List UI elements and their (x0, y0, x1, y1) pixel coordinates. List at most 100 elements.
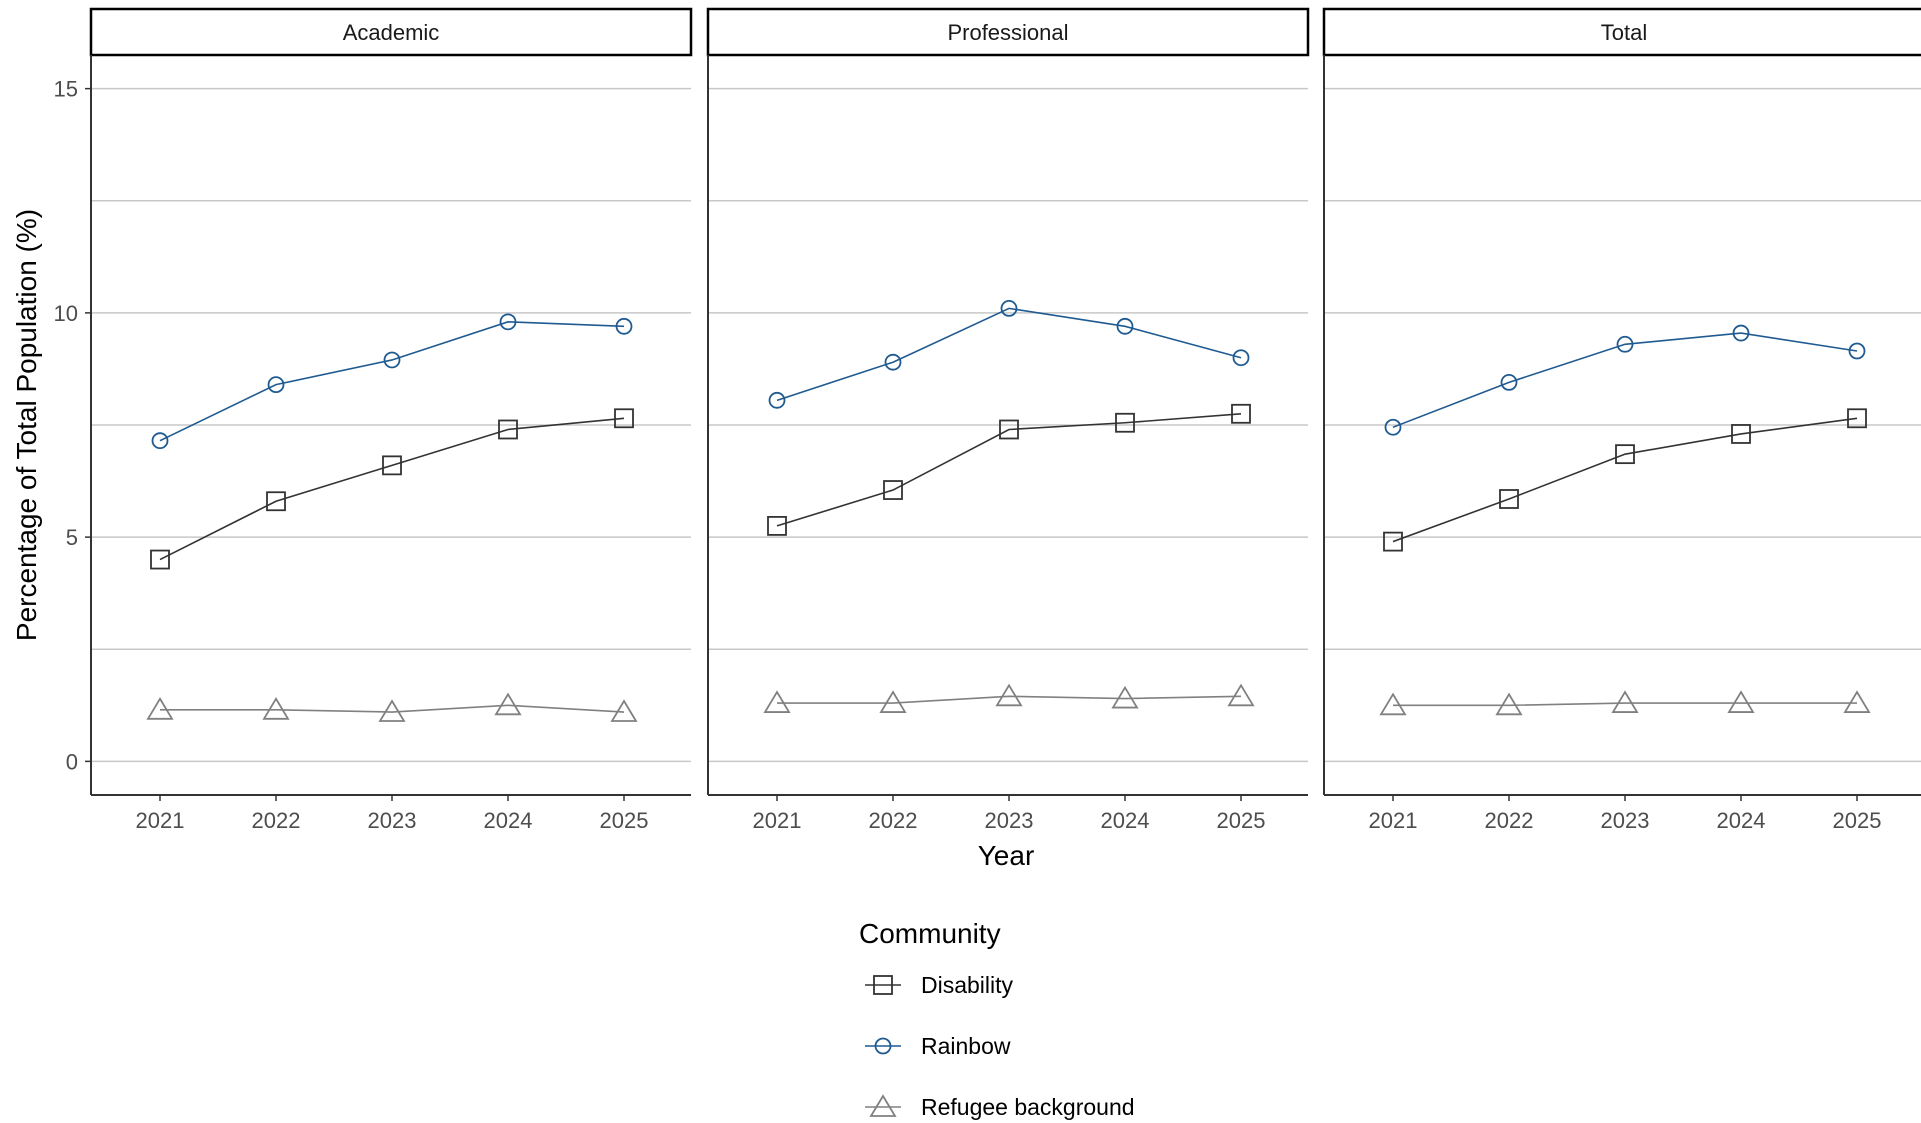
panel-total: Total 2021 2022 2023 2024 2025 (1322, 7, 1921, 833)
point-refugee-background-2021 (1379, 692, 1407, 716)
point-refugee-background-2025 (610, 699, 638, 722)
point-disability-2025 (1231, 403, 1251, 424)
x-tick-label-2023: 2023 (985, 808, 1034, 833)
legend-key-square (873, 975, 893, 995)
y-tick-label-5: 5 (66, 525, 78, 550)
point-rainbow-2021 (768, 391, 786, 409)
series-line-refugee-background (777, 695, 1242, 704)
point-refugee-background-2021 (146, 697, 174, 720)
point-refugee-background-2023 (1611, 690, 1639, 713)
point-refugee-background-2022 (1495, 692, 1523, 716)
point-disability-2022 (266, 491, 286, 512)
point-rainbow-2021 (151, 432, 169, 450)
point-disability-2021 (150, 549, 170, 570)
point-refugee-background-2024 (1727, 690, 1755, 713)
x-tick-label-2025: 2025 (1833, 808, 1882, 833)
point-refugee-background-2021 (763, 690, 791, 713)
strip-professional (706, 7, 1310, 57)
strip-academic (89, 7, 693, 57)
point-disability-2023 (382, 455, 402, 476)
strip-label-professional: Professional (947, 20, 1068, 45)
point-rainbow-2025 (615, 317, 633, 335)
x-tick-label-2021: 2021 (1369, 808, 1418, 833)
point-disability-2024 (1731, 424, 1751, 444)
point-disability-2024 (498, 419, 518, 440)
series-refugee-background-academic (146, 692, 638, 722)
series-line-rainbow (159, 321, 625, 442)
legend-item-rainbow: Rainbow (865, 1033, 1011, 1059)
point-disability-2021 (767, 516, 787, 536)
series-rainbow-professional (768, 299, 1250, 409)
x-tick-label-2025: 2025 (1217, 808, 1266, 833)
x-tick-label-2022: 2022 (252, 808, 301, 833)
x-tick-label-2025: 2025 (600, 808, 649, 833)
series-line-rainbow (1392, 332, 1858, 428)
point-refugee-background-2024 (494, 692, 522, 716)
series-rainbow-academic (151, 313, 633, 450)
y-axis: 0 5 10 15 (54, 77, 91, 774)
x-tick-label-2024: 2024 (484, 808, 533, 833)
x-tick-label-2023: 2023 (1601, 808, 1650, 833)
legend-item-disability: Disability (865, 972, 1014, 998)
series-refugee-background-professional (763, 683, 1255, 713)
x-tick-label-2024: 2024 (1101, 808, 1150, 833)
legend-title: Community (859, 918, 1001, 949)
x-axis-title: Year (978, 840, 1035, 871)
series-disability-professional (767, 403, 1251, 536)
point-rainbow-2024 (1732, 324, 1750, 342)
point-rainbow-2023 (1616, 335, 1634, 353)
strip-label-total: Total (1601, 20, 1647, 45)
point-refugee-background-2022 (879, 690, 907, 713)
x-tick-label-2021: 2021 (136, 808, 185, 833)
y-tick-label-0: 0 (66, 749, 78, 774)
legend-label-disability: Disability (921, 972, 1014, 998)
point-refugee-background-2024 (1111, 685, 1139, 709)
point-refugee-background-2022 (262, 697, 290, 720)
x-tick-label-2022: 2022 (869, 808, 918, 833)
panel-academic: Academic 2021 2022 2023 2024 2025 (89, 7, 693, 833)
point-disability-2025 (1847, 408, 1867, 429)
strip-label-academic: Academic (343, 20, 440, 45)
series-line-disability (159, 417, 625, 561)
y-tick-label-10: 10 (54, 301, 78, 326)
point-rainbow-2021 (1384, 418, 1402, 436)
point-refugee-background-2025 (1843, 690, 1871, 713)
point-rainbow-2023 (383, 351, 401, 369)
legend-label-rainbow: Rainbow (921, 1033, 1011, 1059)
legend-label-refugee-background: Refugee background (921, 1094, 1135, 1120)
point-rainbow-2025 (1848, 342, 1866, 360)
x-tick-label-2024: 2024 (1717, 808, 1766, 833)
series-disability-total (1383, 408, 1867, 552)
series-line-refugee-background (1393, 702, 1857, 707)
point-disability-2023 (1615, 444, 1635, 465)
point-rainbow-2024 (499, 313, 517, 331)
point-rainbow-2025 (1232, 349, 1250, 367)
point-disability-2023 (999, 419, 1019, 440)
x-tick-label-2022: 2022 (1485, 808, 1534, 833)
series-disability-academic (150, 408, 634, 570)
series-rainbow-total (1384, 324, 1866, 436)
point-disability-2024 (1115, 412, 1135, 433)
point-refugee-background-2023 (995, 683, 1023, 707)
series-line-rainbow (776, 307, 1242, 402)
point-disability-2025 (614, 408, 634, 429)
point-refugee-background-2023 (378, 699, 406, 722)
y-tick-label-15: 15 (54, 77, 78, 102)
legend-key-circle (874, 1037, 892, 1055)
y-axis-title: Percentage of Total Population (%) (11, 209, 42, 641)
point-refugee-background-2025 (1227, 683, 1255, 707)
x-tick-label-2021: 2021 (753, 808, 802, 833)
legend: Community Disability Rainbow Refugee backg… (859, 918, 1135, 1120)
point-rainbow-2024 (1116, 317, 1134, 335)
panel-professional: Professional 2021 2022 2023 2024 2025 (706, 7, 1310, 833)
series-line-disability (1392, 417, 1858, 543)
point-rainbow-2023 (1000, 299, 1018, 317)
x-tick-label-2023: 2023 (368, 808, 417, 833)
strip-total (1322, 7, 1921, 57)
point-rainbow-2022 (1500, 373, 1518, 391)
point-rainbow-2022 (884, 353, 902, 371)
series-line-disability (776, 412, 1242, 527)
series-line-refugee-background (160, 704, 625, 713)
